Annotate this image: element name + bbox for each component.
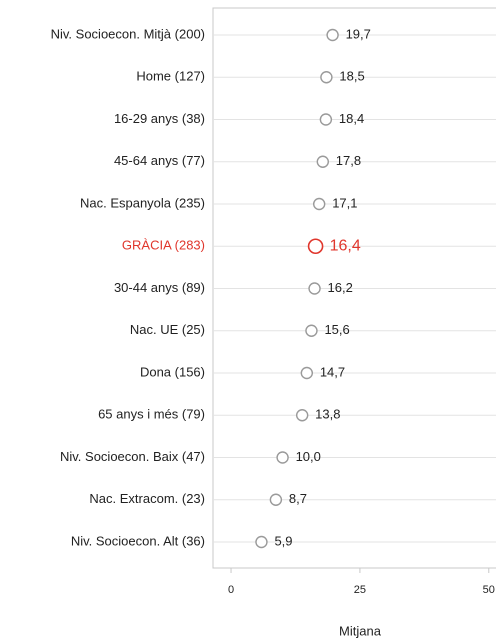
data-label: 16,2 bbox=[328, 280, 353, 295]
data-label: 16,4 bbox=[330, 237, 361, 254]
dot bbox=[320, 71, 333, 84]
y-tick-label: 16-29 anys (38) bbox=[114, 111, 205, 126]
dot bbox=[308, 282, 321, 295]
dot bbox=[305, 324, 318, 337]
dot bbox=[300, 366, 314, 380]
y-tick-label: Niv. Socioecon. Mitjà (200) bbox=[51, 26, 205, 41]
y-tick-label: 30-44 anys (89) bbox=[114, 280, 205, 295]
y-tick-label: Niv. Socioecon. Alt (36) bbox=[71, 533, 205, 548]
y-tick-label: Home (127) bbox=[136, 69, 205, 84]
x-axis-label: Mitjana bbox=[339, 623, 382, 638]
data-label: 10,0 bbox=[296, 449, 321, 464]
y-tick-label: Nac. Extracom. (23) bbox=[89, 491, 205, 506]
dot bbox=[255, 535, 268, 549]
data-label: 15,6 bbox=[324, 322, 349, 337]
y-tick-label: 45-64 anys (77) bbox=[114, 153, 205, 168]
data-label: 14,7 bbox=[320, 364, 345, 379]
data-label: 19,7 bbox=[346, 26, 371, 41]
x-tick-label: 50 bbox=[483, 584, 495, 596]
y-tick-label: GRÀCIA (283) bbox=[122, 238, 205, 253]
data-label: 18,4 bbox=[339, 111, 364, 126]
dot bbox=[312, 197, 326, 211]
dot bbox=[316, 155, 329, 168]
dot bbox=[269, 493, 283, 506]
x-tick-label: 25 bbox=[354, 584, 366, 596]
y-tick-label: Niv. Socioecon. Baix (47) bbox=[60, 449, 205, 464]
data-label: 13,8 bbox=[315, 407, 340, 422]
y-tick-label: Nac. Espanyola (235) bbox=[80, 195, 205, 210]
y-tick-label: 65 anys i més (79) bbox=[98, 407, 205, 422]
x-tick-label: 0 bbox=[228, 584, 234, 596]
data-label: 8,7 bbox=[289, 491, 307, 506]
data-label: 17,8 bbox=[336, 153, 361, 168]
dot bbox=[307, 238, 324, 255]
dot bbox=[319, 113, 333, 126]
dot bbox=[326, 28, 339, 42]
dot bbox=[276, 451, 289, 464]
data-label: 5,9 bbox=[274, 533, 292, 548]
data-label: 18,5 bbox=[339, 69, 364, 84]
y-tick-label: Dona (156) bbox=[140, 364, 205, 379]
y-tick-label: Nac. UE (25) bbox=[130, 322, 205, 337]
dot bbox=[295, 409, 309, 422]
data-label: 17,1 bbox=[332, 195, 357, 210]
